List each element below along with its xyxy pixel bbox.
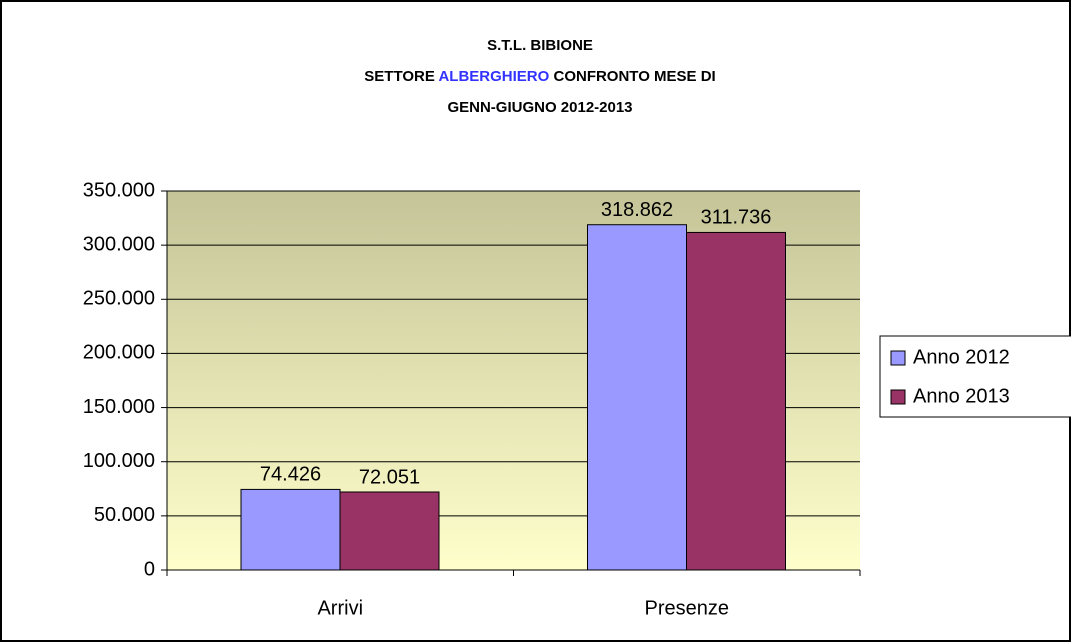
legend [879,335,1071,418]
y-tick-label: 50.000 [94,504,155,526]
legend-swatch [890,350,906,366]
chart-title: GENN-GIUGNO 2012-2013 [447,99,632,116]
y-tick-label: 350.000 [83,179,155,201]
data-label: 72.051 [359,466,420,488]
chart-title: SETTORE ALBERGHIERO CONFRONTO MESE DI [364,68,715,85]
title-part: SETTORE [364,68,435,85]
x-tick-label: Arrivi [317,597,363,619]
legend-swatch [890,389,906,405]
y-tick-label: 0 [144,558,155,580]
title-part: CONFRONTO MESE DI [553,68,715,85]
x-tick-label: Presenze [645,597,730,619]
bar [686,231,786,571]
bar [339,491,440,571]
bar [240,488,341,571]
y-tick-label: 200.000 [83,342,155,364]
y-tick-label: 150.000 [83,396,155,418]
y-tick-label: 100.000 [83,450,155,472]
data-label: 74.426 [260,464,321,486]
data-label: 311.736 [701,207,772,229]
legend-label: Anno 2013 [913,385,1010,407]
y-tick-label: 300.000 [83,233,155,255]
y-tick-label: 250.000 [83,288,155,310]
bar [587,224,687,571]
legend-label: Anno 2012 [913,346,1010,368]
data-label: 318.862 [601,199,673,221]
title-highlight: ALBERGHIERO [438,68,549,85]
chart-title: S.T.L. BIBIONE [487,37,593,54]
